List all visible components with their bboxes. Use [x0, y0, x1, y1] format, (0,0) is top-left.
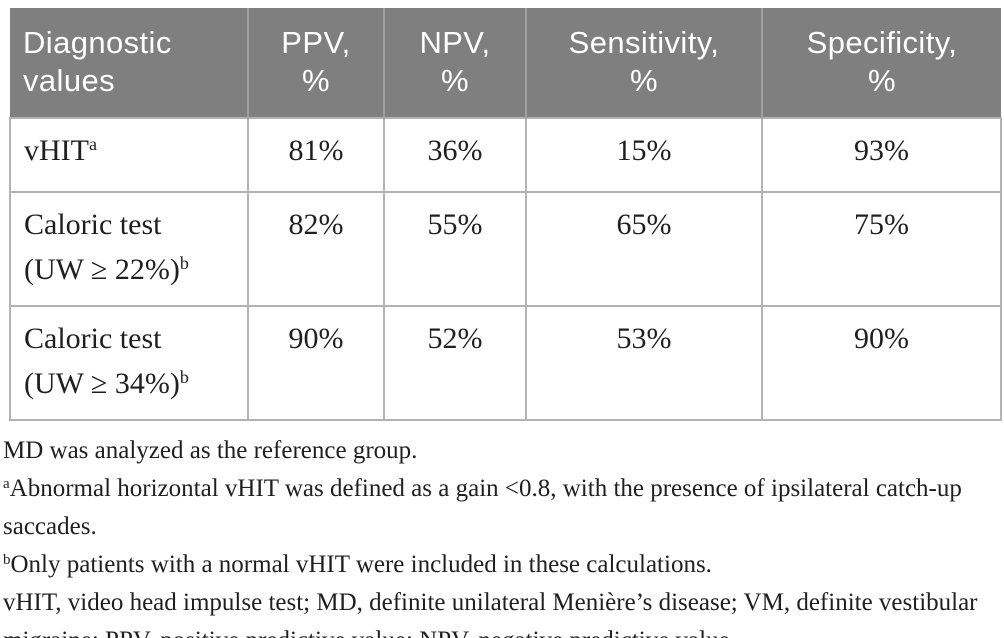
- header-cell-sensitivity: Sensitivity, %: [526, 8, 763, 118]
- footnote-text: MD was analyzed as the reference group.: [3, 437, 418, 464]
- row-label-cell: vHITa: [9, 117, 249, 193]
- footnote-reference-group: MD was analyzed as the reference group.: [3, 432, 1002, 470]
- table-row-vhit: vHITa 81% 36% 15% 93%: [9, 117, 1002, 193]
- footnote-text: Abnormal horizontal vHIT was defined as …: [3, 475, 962, 540]
- table-header-row: Diagnostic values PPV, % NPV, % Sensitiv…: [10, 8, 1001, 118]
- row-label-line2: (UW ≥ 34%)b: [24, 367, 243, 400]
- footnote-a: aAbnormal horizontal vHIT was defined as…: [3, 470, 1002, 546]
- header-line: Sensitivity,: [568, 24, 720, 60]
- table-row-caloric-22: Caloric test (UW ≥ 22%)b 82% 55% 65% 75%: [9, 191, 1002, 307]
- header-line: %: [630, 62, 658, 98]
- cell-specificity: 93%: [761, 117, 1002, 193]
- superscript-b: b: [179, 367, 189, 388]
- row-label: vHIT: [24, 134, 89, 167]
- row-label-cell: Caloric test (UW ≥ 34%)b: [9, 305, 249, 421]
- superscript-b: b: [179, 253, 189, 274]
- row-label: (UW ≥ 22%): [24, 253, 180, 286]
- header-line: %: [868, 62, 896, 98]
- header-cell-specificity: Specificity, %: [762, 8, 1001, 118]
- cell-npv: 55%: [383, 191, 527, 307]
- cell-npv: 36%: [383, 117, 527, 193]
- header-cell-ppv: PPV, %: [248, 8, 385, 118]
- header-line: NPV,: [419, 24, 491, 60]
- diagnostic-values-table: Diagnostic values PPV, % NPV, % Sensitiv…: [9, 8, 1002, 421]
- row-label-cell: Caloric test (UW ≥ 22%)b: [9, 191, 249, 307]
- table-footnotes: MD was analyzed as the reference group. …: [3, 432, 1002, 638]
- header-line: values: [23, 62, 116, 98]
- diagnostic-values-table-figure: Diagnostic values PPV, % NPV, % Sensitiv…: [0, 8, 1004, 638]
- header-line: %: [302, 62, 330, 98]
- header-cell-diagnostic-values: Diagnostic values: [10, 8, 249, 118]
- cell-specificity: 75%: [761, 191, 1002, 307]
- cell-sensitivity: 65%: [525, 191, 763, 307]
- footnote-superscript-a: a: [3, 475, 10, 492]
- footnote-text: vHIT, video head impulse test; MD, defin…: [3, 589, 978, 638]
- footnote-text: Only patients with a normal vHIT were in…: [10, 551, 712, 578]
- cell-specificity: 90%: [761, 305, 1002, 421]
- header-cell-npv: NPV, %: [384, 8, 527, 118]
- footnote-superscript-b: b: [3, 551, 11, 568]
- header-line: Diagnostic: [23, 24, 172, 60]
- header-line: Specificity,: [806, 24, 958, 60]
- cell-sensitivity: 53%: [525, 305, 763, 421]
- superscript-a: a: [88, 134, 97, 155]
- header-line: PPV,: [281, 24, 351, 60]
- row-label: Caloric test: [24, 322, 162, 355]
- row-label: (UW ≥ 34%): [24, 367, 180, 400]
- row-label: Caloric test: [24, 208, 162, 241]
- header-line: %: [441, 62, 469, 98]
- footnote-b: bOnly patients with a normal vHIT were i…: [3, 546, 1002, 584]
- cell-ppv: 82%: [247, 191, 385, 307]
- cell-ppv: 90%: [247, 305, 385, 421]
- cell-ppv: 81%: [247, 117, 385, 193]
- footnote-abbreviations: vHIT, video head impulse test; MD, defin…: [3, 584, 1002, 638]
- table-row-caloric-34: Caloric test (UW ≥ 34%)b 90% 52% 53% 90%: [9, 305, 1002, 421]
- cell-npv: 52%: [383, 305, 527, 421]
- row-label-line2: (UW ≥ 22%)b: [24, 253, 243, 286]
- cell-sensitivity: 15%: [525, 117, 763, 193]
